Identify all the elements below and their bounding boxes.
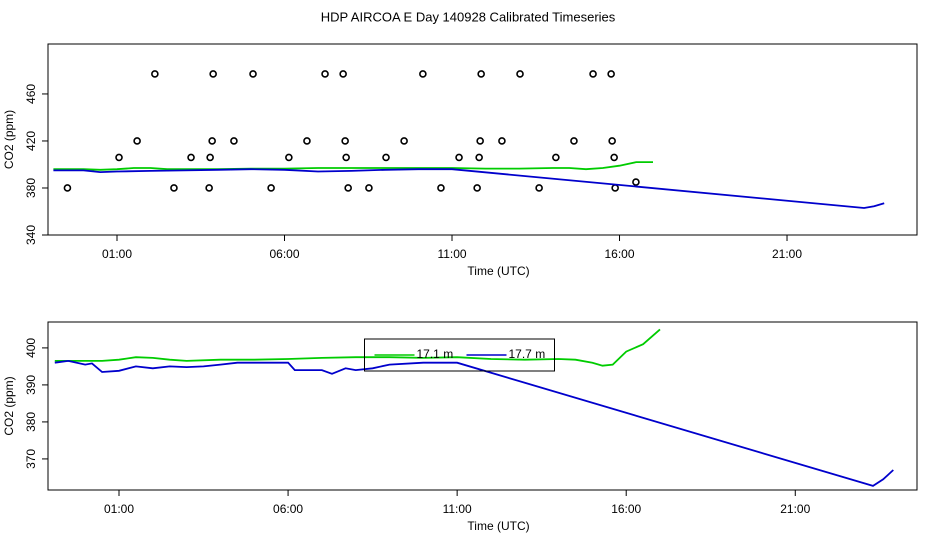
data-point xyxy=(476,137,484,145)
x-axis-title: Time (UTC) xyxy=(467,519,529,533)
data-point xyxy=(382,153,390,162)
plot-frame xyxy=(47,321,918,491)
data-point xyxy=(267,184,275,192)
legend-label: 17.7 m xyxy=(509,347,546,361)
y-tick-label: 380 xyxy=(24,178,38,198)
legend-box xyxy=(364,338,555,372)
data-point xyxy=(341,137,349,145)
data-point xyxy=(608,137,616,145)
x-tick-label: 11:00 xyxy=(437,247,466,261)
data-point xyxy=(498,137,506,145)
data-line xyxy=(54,359,894,487)
y-tick-label: 370 xyxy=(24,449,38,469)
data-point xyxy=(437,184,445,192)
data-point xyxy=(205,184,213,192)
data-point xyxy=(63,184,72,192)
plot-frame xyxy=(47,43,918,236)
data-point xyxy=(552,153,560,162)
y-tick-label: 380 xyxy=(24,412,38,432)
x-tick-label: 16:00 xyxy=(605,247,635,261)
data-point xyxy=(342,153,350,162)
x-tick-label: 16:00 xyxy=(611,502,641,516)
y-tick-label: 460 xyxy=(24,84,38,104)
legend-label: 17.1 m xyxy=(417,347,454,361)
data-point xyxy=(285,153,293,162)
x-tick-label: 06:00 xyxy=(273,502,303,516)
data-point xyxy=(475,153,483,162)
x-tick-label: 06:00 xyxy=(269,247,299,261)
data-point xyxy=(230,137,238,145)
data-point xyxy=(632,178,640,186)
data-point xyxy=(477,70,485,78)
y-tick-label: 420 xyxy=(24,131,38,151)
y-tick-label: 390 xyxy=(24,375,38,395)
data-point xyxy=(589,70,597,78)
x-tick-label: 21:00 xyxy=(780,502,810,516)
y-axis-title: CO2 (ppm) xyxy=(2,376,16,435)
data-point xyxy=(610,153,618,162)
x-tick-label: 01:00 xyxy=(104,502,134,516)
chart-title: HDP AIRCOA E Day 140928 Calibrated Times… xyxy=(321,9,616,24)
data-point xyxy=(133,137,141,145)
data-point xyxy=(209,70,217,78)
data-point xyxy=(249,70,257,78)
data-point xyxy=(344,184,352,192)
x-tick-label: 11:00 xyxy=(443,502,472,516)
data-point xyxy=(419,70,427,78)
data-point xyxy=(303,137,311,145)
y-axis-title: CO2 (ppm) xyxy=(2,110,16,169)
data-point xyxy=(115,153,123,162)
data-point xyxy=(611,184,619,192)
data-point xyxy=(400,137,408,145)
data-point xyxy=(206,153,214,162)
x-axis-title: Time (UTC) xyxy=(467,264,529,278)
y-tick-label: 400 xyxy=(24,338,38,358)
data-point xyxy=(473,184,481,192)
data-point xyxy=(365,184,373,192)
data-point xyxy=(570,137,578,145)
data-point xyxy=(535,184,543,192)
y-tick-label: 340 xyxy=(24,225,38,245)
data-line xyxy=(53,168,885,209)
data-point xyxy=(151,70,159,78)
x-tick-label: 01:00 xyxy=(102,247,132,261)
data-point xyxy=(339,70,347,78)
data-line xyxy=(54,328,661,367)
data-point xyxy=(321,70,329,78)
data-point xyxy=(208,137,216,145)
x-tick-label: 21:00 xyxy=(772,247,802,261)
data-point xyxy=(170,184,178,192)
data-point xyxy=(516,70,524,78)
data-point xyxy=(187,153,195,162)
data-point xyxy=(455,153,463,162)
data-line xyxy=(53,161,653,171)
data-point xyxy=(607,70,615,78)
